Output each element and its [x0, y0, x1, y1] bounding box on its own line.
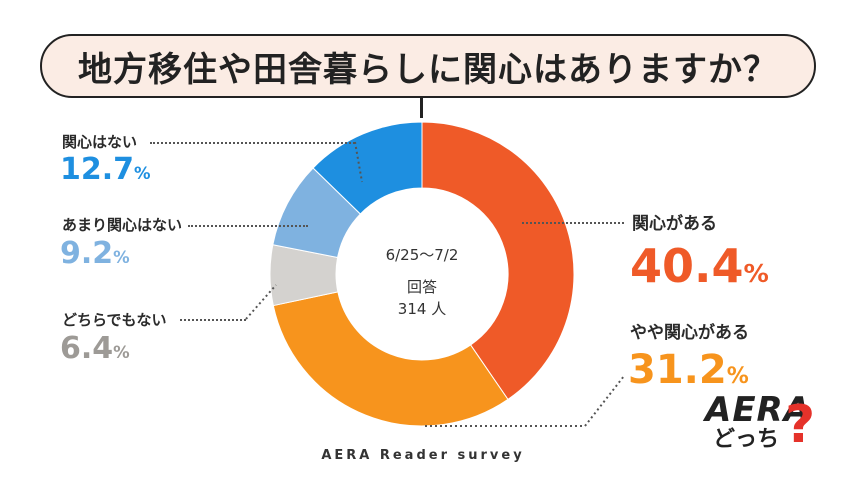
legend-label-not-very-interested: あまり関心はない — [62, 216, 183, 234]
chart-center-info: 6/25～7/2 回答 314 人 — [362, 244, 482, 320]
legend-label-not-interested: 関心はない — [62, 133, 138, 151]
value-label-not-interested: 12.7% — [60, 155, 151, 185]
leader-line-neutral — [180, 319, 246, 321]
value-label-not-very-interested: 9.2% — [60, 239, 130, 269]
respondents-count: 314 人 — [397, 300, 447, 318]
logo-question-mark: ? — [785, 395, 816, 455]
value-unit-interested: % — [743, 259, 769, 288]
value-label-interested: 40.4% — [630, 243, 769, 289]
value-unit-neutral: % — [113, 343, 130, 362]
legend-label-interested: 関心がある — [632, 214, 717, 234]
title-bubble-tail — [420, 98, 423, 118]
legend-label-neutral: どちらでもない — [62, 311, 167, 329]
value-unit-not-very-interested: % — [113, 248, 130, 267]
leader-line-not-very-interested — [188, 225, 308, 227]
leader-line-interested — [522, 222, 624, 224]
value-number-not-interested: 12.7 — [60, 152, 135, 187]
survey-date-range: 6/25～7/2 — [385, 246, 459, 264]
value-number-somewhat-interested: 31.2 — [628, 347, 727, 393]
value-number-interested: 40.4 — [630, 239, 744, 293]
leader-line-not-interested — [150, 142, 355, 144]
value-unit-not-interested: % — [134, 164, 151, 183]
value-number-not-very-interested: 9.2 — [60, 236, 114, 271]
value-number-neutral: 6.4 — [60, 331, 114, 366]
chart-title: 地方移住や田舎暮らしに関心はありますか？ — [40, 34, 816, 98]
slice-not-interested — [312, 121, 423, 215]
value-unit-somewhat-interested: % — [726, 364, 749, 389]
aera-dotchi-logo: AERA どっち ? — [705, 393, 825, 463]
legend-label-somewhat-interested: やや関心がある — [630, 323, 749, 343]
value-label-neutral: 6.4% — [60, 334, 130, 364]
value-label-somewhat-interested: 31.2% — [628, 350, 749, 390]
logo-brand: AERA — [705, 390, 812, 430]
respondents-label: 回答 — [406, 278, 437, 296]
logo-sub: どっち — [713, 427, 780, 452]
survey-footer: AERA Reader survey — [321, 448, 525, 463]
